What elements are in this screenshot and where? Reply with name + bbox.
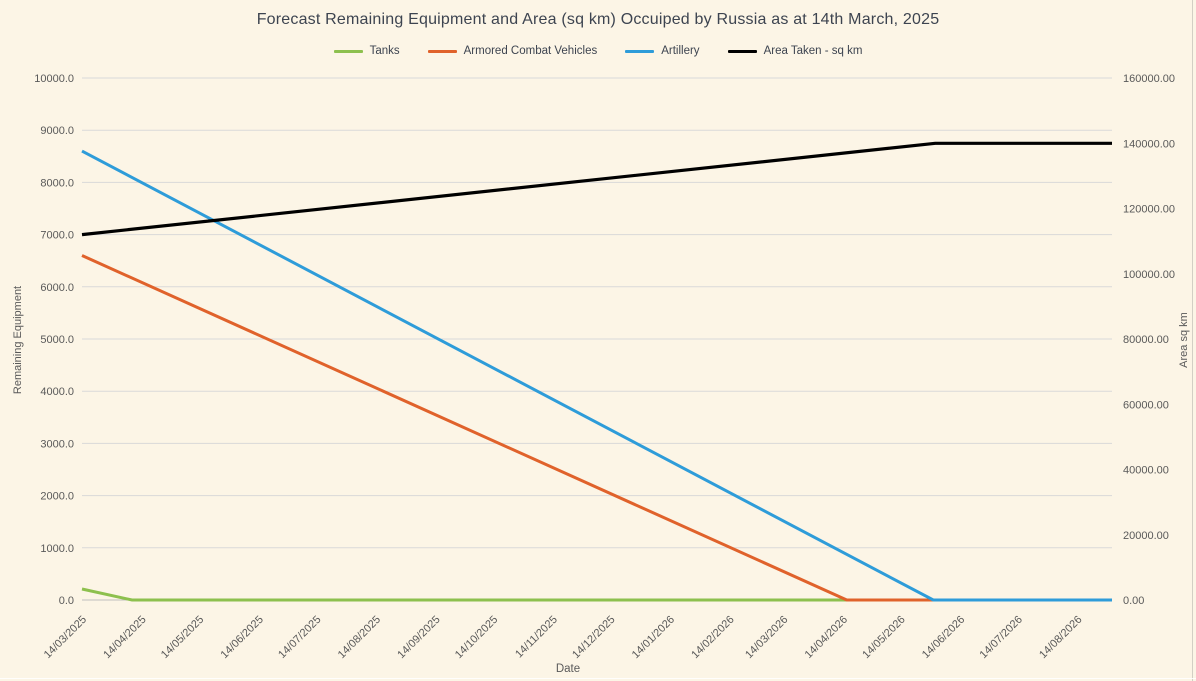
x-tick-label: 14/08/2026 xyxy=(1037,614,1084,661)
y-left-tick-label: 6000.0 xyxy=(40,282,74,294)
y-right-tick-label: 20000.00 xyxy=(1123,530,1169,542)
y-right-axis-title: Area sq km xyxy=(1178,312,1190,368)
y-left-tick-label: 9000.0 xyxy=(40,125,74,137)
x-tick-label: 14/07/2026 xyxy=(978,614,1025,661)
legend-item-artillery: Artillery xyxy=(625,45,700,57)
chart-legend: Tanks Armored Combat Vehicles Artillery Are… xyxy=(0,45,1196,57)
y-left-tick-label: 2000.0 xyxy=(40,491,74,503)
x-tick-label: 14/03/2025 xyxy=(42,614,89,661)
y-right-tick-label: 60000.00 xyxy=(1123,399,1169,411)
series-line-armored-combat-vehicles xyxy=(81,254,1112,602)
legend-swatch-tanks xyxy=(333,49,363,53)
legend-label: Armored Combat Vehicles xyxy=(463,45,598,57)
legend-label: Area Taken - sq km xyxy=(763,45,863,57)
legend-swatch-artillery xyxy=(625,49,655,53)
x-tick-label: 14/05/2025 xyxy=(159,614,206,661)
series-line-artillery xyxy=(81,149,1112,602)
legend-swatch-area-taken-sq-km xyxy=(727,49,757,53)
y-right-tick-label: 80000.00 xyxy=(1123,334,1169,346)
y-left-tick-label: 0.0 xyxy=(59,595,74,607)
x-tick-label: 14/01/2026 xyxy=(630,614,677,661)
legend-item-area-taken-sq-km: Area Taken - sq km xyxy=(727,45,863,57)
y-right-tick-label: 140000.00 xyxy=(1123,138,1175,150)
y-left-tick-label: 10000.0 xyxy=(34,73,74,85)
x-tick-label: 14/11/2025 xyxy=(513,614,560,661)
y-right-tick-label: 40000.00 xyxy=(1123,465,1169,477)
legend-label: Tanks xyxy=(369,45,400,57)
x-axis-title: Date xyxy=(556,663,580,675)
x-tick-label: 14/09/2025 xyxy=(395,614,442,661)
y-left-tick-label: 5000.0 xyxy=(40,334,74,346)
series-line-area-taken-sq-km xyxy=(81,141,1112,237)
chart-bottom-edge xyxy=(0,678,1196,679)
y-left-tick-label: 7000.0 xyxy=(40,230,74,242)
chart-title: Forecast Remaining Equipment and Area (s… xyxy=(256,11,940,28)
legend-label: Artillery xyxy=(661,45,700,57)
y-left-tick-label: 4000.0 xyxy=(40,386,74,398)
x-tick-label: 14/12/2025 xyxy=(570,614,617,661)
legend-item-tanks: Tanks xyxy=(333,45,400,57)
x-tick-label: 14/07/2025 xyxy=(276,614,323,661)
x-tick-label: 14/08/2025 xyxy=(336,614,383,661)
legend-swatch-armored-combat-vehicles xyxy=(427,49,457,53)
series-line-tanks xyxy=(81,587,1112,602)
x-tick-label: 14/05/2026 xyxy=(860,614,907,661)
y-right-tick-label: 0.00 xyxy=(1123,595,1144,607)
x-tick-label: 14/02/2026 xyxy=(689,614,736,661)
y-right-tick-label: 120000.00 xyxy=(1123,204,1175,216)
x-tick-label: 14/10/2025 xyxy=(453,614,500,661)
window-edge-line xyxy=(1192,0,1193,681)
x-tick-label: 14/06/2025 xyxy=(218,614,265,661)
x-tick-label: 14/06/2026 xyxy=(920,614,967,661)
x-tick-label: 14/04/2025 xyxy=(101,614,148,661)
x-tick-label: 14/03/2026 xyxy=(743,614,790,661)
legend-item-armored-combat-vehicles: Armored Combat Vehicles xyxy=(427,45,598,57)
y-right-tick-label: 100000.00 xyxy=(1123,269,1175,281)
y-left-tick-label: 8000.0 xyxy=(40,177,74,189)
y-left-axis-title: Remaining Equipment xyxy=(12,286,24,394)
y-left-tick-label: 3000.0 xyxy=(40,438,74,450)
x-tick-label: 14/04/2026 xyxy=(803,614,850,661)
y-right-tick-label: 160000.00 xyxy=(1123,73,1175,85)
y-left-tick-label: 1000.0 xyxy=(40,543,74,555)
